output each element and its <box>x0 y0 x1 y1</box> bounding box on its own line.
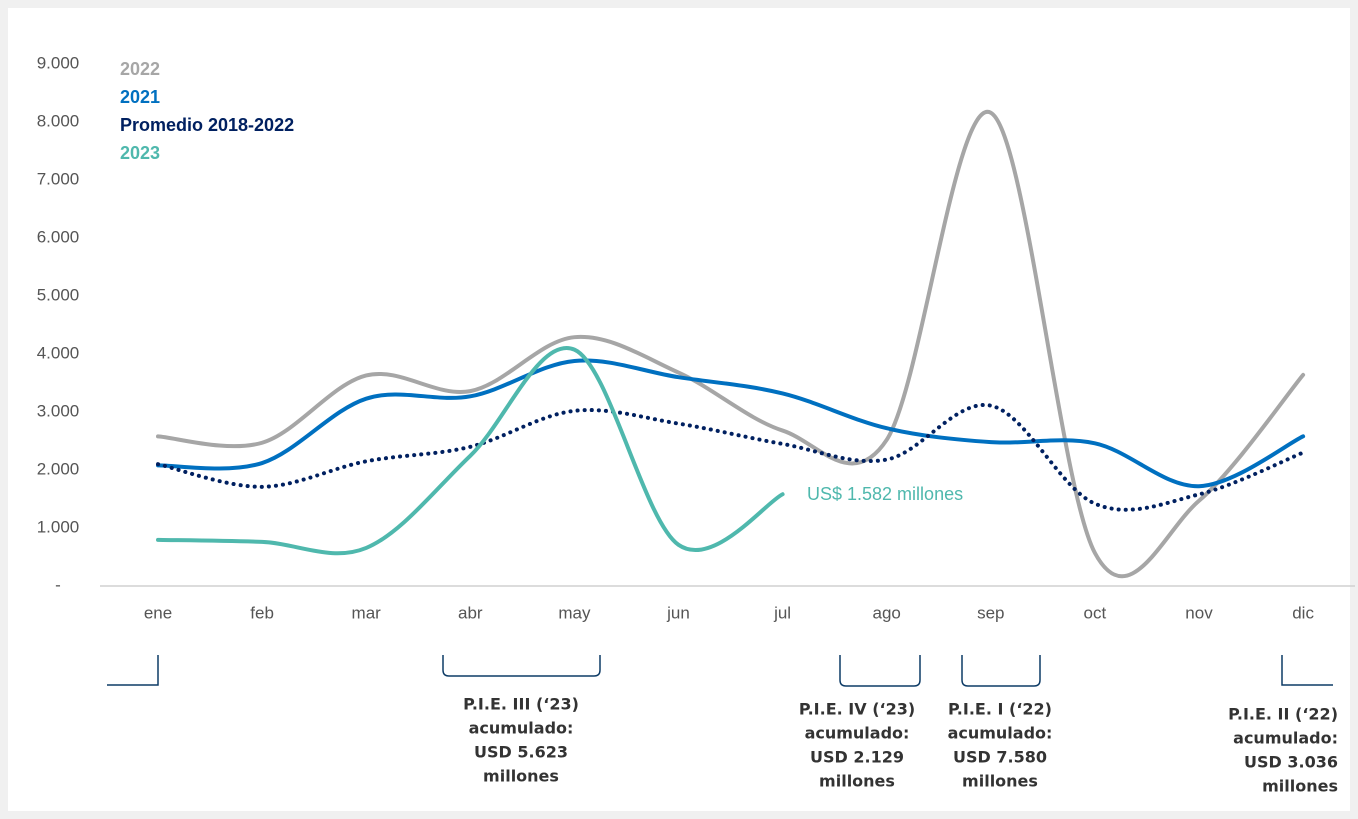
x-tick-label: abr <box>458 603 483 622</box>
annotation: millones <box>483 767 559 786</box>
bracket <box>442 655 601 677</box>
bracket <box>107 655 159 686</box>
annotation: millones <box>962 772 1038 791</box>
annotation: millones <box>1262 777 1338 796</box>
y-tick-label: 8.000 <box>37 111 80 130</box>
x-tick-label: dic <box>1292 603 1314 622</box>
annotation: USD 3.036 <box>1244 753 1338 772</box>
x-tick-label: may <box>558 603 591 622</box>
x-tick-label: jul <box>773 603 791 622</box>
y-tick-label: 4.000 <box>37 343 80 362</box>
x-tick-label: nov <box>1185 603 1213 622</box>
legend-entry: 2022 <box>120 59 160 79</box>
legend-entry: 2023 <box>120 143 160 163</box>
y-tick-label: - <box>55 575 61 594</box>
x-tick-label: jun <box>666 603 690 622</box>
legend-entry: Promedio 2018-2022 <box>120 115 294 135</box>
brackets <box>107 655 1333 687</box>
annotation: P.I.E. IV (‘23) <box>799 700 915 719</box>
annotation: millones <box>819 772 895 791</box>
annotation: acumulado: <box>948 724 1053 743</box>
annotation: acumulado: <box>1233 729 1338 748</box>
x-tick-label: sep <box>977 603 1004 622</box>
annotation: USD 2.129 <box>810 748 904 767</box>
y-tick-label: 1.000 <box>37 517 80 536</box>
x-tick-label: ene <box>144 603 172 622</box>
annotation: acumulado: <box>805 724 910 743</box>
y-tick-label: 7.000 <box>37 169 80 188</box>
x-tick-label: feb <box>250 603 274 622</box>
annotation: US$ 1.582 millones <box>807 484 963 504</box>
annotation: P.I.E. II (‘22) <box>1228 705 1338 724</box>
x-tick-label: mar <box>352 603 382 622</box>
x-tick-label: ago <box>873 603 901 622</box>
y-tick-label: 2.000 <box>37 459 80 478</box>
annotation: P.I.E. I (‘22) <box>948 700 1052 719</box>
legend-entry: 2021 <box>120 87 160 107</box>
plot-background <box>8 8 1350 811</box>
annotation: USD 7.580 <box>953 748 1047 767</box>
series-line <box>156 346 785 556</box>
series-line <box>156 358 1306 489</box>
x-tick-label: oct <box>1084 603 1107 622</box>
series-line <box>156 403 1306 512</box>
annotation: USD 5.623 <box>474 743 568 762</box>
annotation: acumulado: <box>469 719 574 738</box>
bracket <box>961 655 1041 687</box>
bracket <box>839 655 921 687</box>
y-tick-label: 9.000 <box>37 53 80 72</box>
annotation: P.I.E. III (‘23) <box>463 695 579 714</box>
y-tick-label: 3.000 <box>37 401 80 420</box>
y-tick-label: 5.000 <box>37 285 80 304</box>
y-tick-label: 6.000 <box>37 227 80 246</box>
bracket <box>1281 655 1333 686</box>
